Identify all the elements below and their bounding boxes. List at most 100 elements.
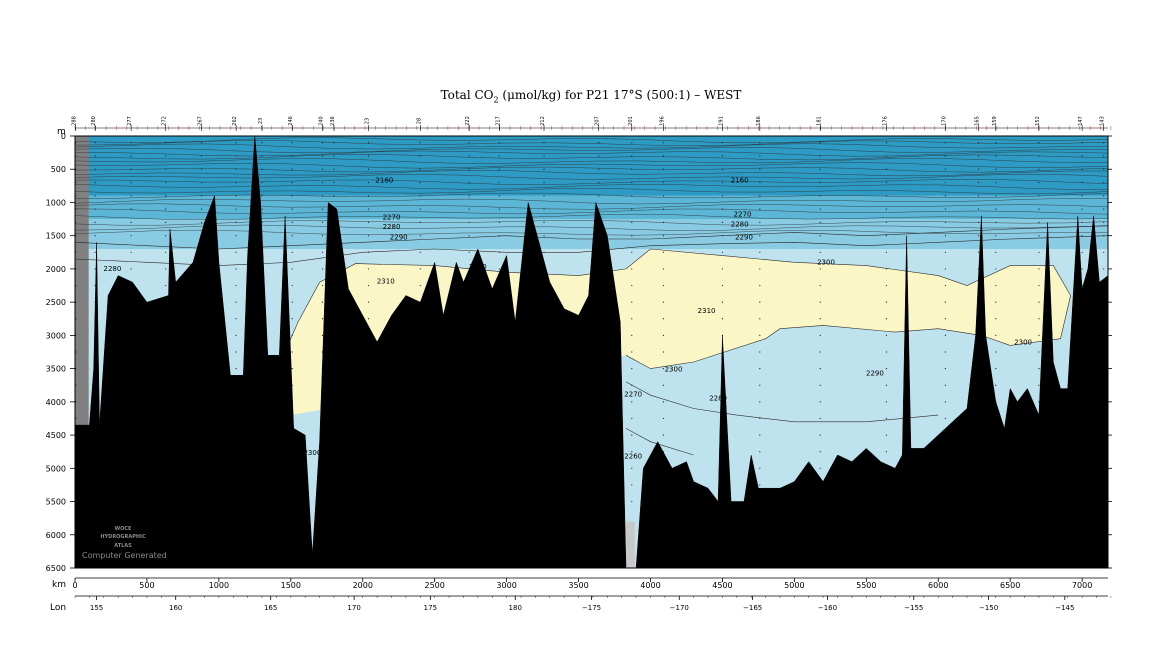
sample-dot [261, 181, 263, 184]
sample-dot [885, 417, 888, 420]
sample-dot [995, 235, 997, 237]
sample-dot [130, 268, 132, 270]
contour-label-2280: 2280 [709, 395, 727, 403]
sample-dot [235, 142, 237, 144]
logo-line-2: HYDROGRAPHIC [100, 534, 146, 540]
sample-dot [419, 195, 421, 197]
sample-dot [631, 500, 633, 503]
sample-dot [1103, 268, 1105, 270]
km-axis: 0 500 1000 1500 2000 2500 3000 3500 4000 4500 5000… [72, 577, 1108, 590]
sample-dot [321, 208, 324, 210]
station-label: 176 [882, 116, 888, 126]
sample-dot [165, 168, 167, 170]
sample-dot [662, 195, 665, 197]
isoline-shallow [75, 166, 1108, 173]
sample-dot [321, 142, 324, 144]
sample-dot [759, 351, 761, 353]
km-tick-label: 3500 [568, 581, 588, 590]
station-label: 186 [756, 116, 762, 126]
station-label: 262 [232, 116, 238, 126]
sample-dot [367, 284, 370, 287]
sample-dot [944, 221, 947, 223]
sample-dot [631, 155, 633, 157]
lon-tick-label: −165 [743, 604, 762, 612]
sample-dot [995, 334, 997, 336]
sample-dot [165, 268, 167, 270]
sample-dot [631, 368, 633, 370]
sample-dot [631, 195, 633, 197]
sample-dot [1081, 221, 1083, 223]
sample-dot [631, 318, 633, 320]
sample-dot [1103, 235, 1105, 237]
sample-dot [367, 142, 370, 144]
sample-dot [819, 221, 821, 223]
sample-dot [235, 301, 237, 303]
station-label: 191 [718, 116, 724, 126]
sample-dot [419, 268, 421, 270]
sample-dot [977, 208, 980, 210]
km-tick-label: 1500 [281, 581, 301, 590]
sample-dot [631, 484, 633, 486]
sample-dot [1103, 155, 1105, 157]
sample-dot [819, 142, 821, 144]
station-label: 165 [975, 116, 981, 126]
sample-dot [333, 142, 335, 144]
isoline-shallow [75, 158, 1108, 164]
station-label: 23 [258, 118, 264, 124]
depth-tick-label: 3000 [46, 331, 66, 340]
chart-title: Total CO2 (μmol/kg) for P21 17°S (500:1)… [440, 88, 742, 105]
sample-dot [631, 434, 633, 436]
sample-dot [130, 195, 132, 197]
sample-dot [977, 251, 980, 253]
sample-dot [759, 467, 761, 469]
sample-dot [759, 384, 761, 386]
sample-dot [819, 351, 821, 353]
contour-label-2280: 2280 [383, 223, 401, 231]
sample-dot [662, 334, 665, 336]
sample-dot [631, 181, 633, 184]
sample-dot [235, 368, 237, 370]
station-label: 170 [941, 116, 947, 126]
km-tick-label: 1000 [209, 581, 229, 590]
lon-tick-label: −155 [904, 604, 923, 612]
sample-dot [543, 142, 545, 144]
sample-dot [468, 221, 470, 223]
lon-tick-label: −145 [1055, 604, 1074, 612]
sample-dot [944, 142, 947, 144]
contour-label-2270: 2270 [734, 210, 752, 218]
sample-dot [291, 168, 293, 170]
contour-label-2300: 2300 [665, 365, 683, 373]
sample-dot [1081, 208, 1083, 210]
plot-frame [74, 135, 1109, 569]
sample-dot [468, 195, 470, 197]
sample-dot [367, 235, 370, 237]
isoline-shallow [75, 143, 1108, 150]
sample-dot [885, 168, 888, 170]
station-label: 212 [540, 116, 546, 126]
sample-dot [261, 155, 263, 157]
sample-dot [721, 284, 724, 287]
sample-dot [944, 301, 947, 303]
sample-dot [662, 142, 665, 144]
sample-dot [94, 181, 96, 184]
sample-dot [1081, 235, 1083, 237]
sample-dot [201, 181, 203, 184]
depth-axis: 0 500 1000 1500 2000 2500 3000 3500 4000 4500 5000… [46, 132, 1112, 573]
woce-atlas-logo: WOCE HYDROGRAPHIC ATLAS [100, 526, 146, 549]
sample-dot [321, 334, 324, 336]
sample-dot [631, 235, 633, 237]
sample-dot [759, 195, 761, 197]
sample-dot [662, 155, 665, 157]
sample-dot [721, 208, 724, 210]
sample-dot [977, 155, 980, 157]
station-label: 267 [198, 116, 204, 126]
sample-dot [367, 168, 370, 170]
depth-tick-label: 6000 [46, 531, 66, 540]
depth-tick-label: 4500 [46, 431, 66, 440]
sample-dot [977, 235, 980, 237]
sample-dot [598, 181, 600, 184]
sample-dot [165, 284, 167, 287]
sample-dot [1038, 351, 1040, 353]
sample-dot [130, 235, 132, 237]
